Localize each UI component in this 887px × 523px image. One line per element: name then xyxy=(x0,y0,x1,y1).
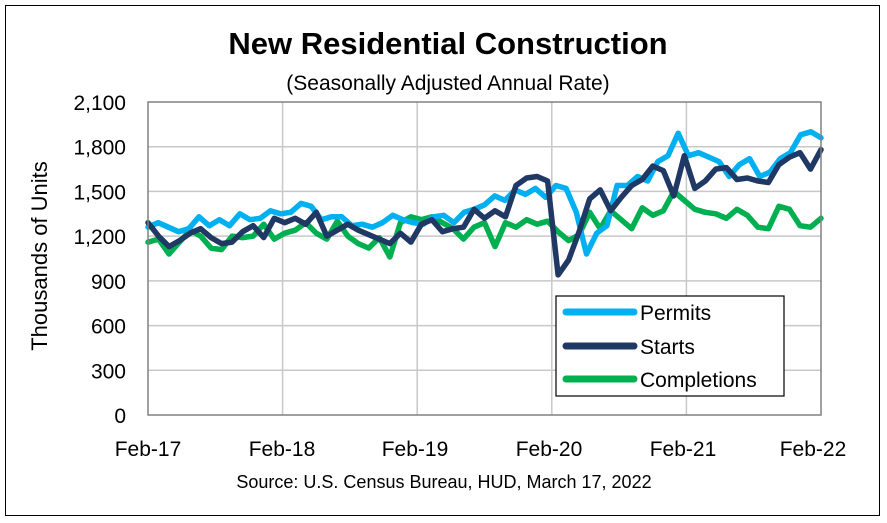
chart-subtitle: (Seasonally Adjusted Annual Rate) xyxy=(286,72,609,95)
y-tick-label: 900 xyxy=(91,271,126,294)
y-tick-label: 2,100 xyxy=(73,92,126,115)
y-axis-label: Thousands of Units xyxy=(27,161,52,351)
x-tick-label: Feb-17 xyxy=(115,438,182,461)
x-tick-label: Feb-22 xyxy=(780,438,847,461)
x-tick-label: Feb-19 xyxy=(382,438,449,461)
legend-label-permits: Permits xyxy=(640,302,711,325)
y-tick-label: 600 xyxy=(91,316,126,339)
legend: Permits Starts Completions xyxy=(555,295,785,397)
series-line-completions xyxy=(145,188,824,260)
x-axis-ticks: Feb-17 Feb-18 Feb-19 Feb-20 Feb-21 Feb-22 xyxy=(115,438,847,461)
chart-frame xyxy=(5,5,880,516)
series-line-starts xyxy=(145,146,824,278)
y-tick-label: 0 xyxy=(114,405,126,428)
series-lines xyxy=(145,129,824,278)
x-tick-label: Feb-20 xyxy=(516,438,583,461)
source-note: Source: U.S. Census Bureau, HUD, March 1… xyxy=(236,472,651,492)
plot-area-border xyxy=(147,101,822,416)
y-tick-label: 1,500 xyxy=(73,181,126,204)
legend-label-completions: Completions xyxy=(640,369,757,392)
y-tick-label: 1,200 xyxy=(73,226,126,249)
x-tick-label: Feb-18 xyxy=(249,438,316,461)
chart-title: New Residential Construction xyxy=(228,26,667,61)
x-tick-label: Feb-21 xyxy=(650,438,717,461)
y-axis-ticks: 0 300 600 900 1,200 1,500 1,800 2,100 xyxy=(73,92,126,428)
legend-label-starts: Starts xyxy=(640,336,695,359)
series-line-permits xyxy=(145,129,824,257)
y-tick-label: 300 xyxy=(91,360,126,383)
y-tick-label: 1,800 xyxy=(73,137,126,160)
